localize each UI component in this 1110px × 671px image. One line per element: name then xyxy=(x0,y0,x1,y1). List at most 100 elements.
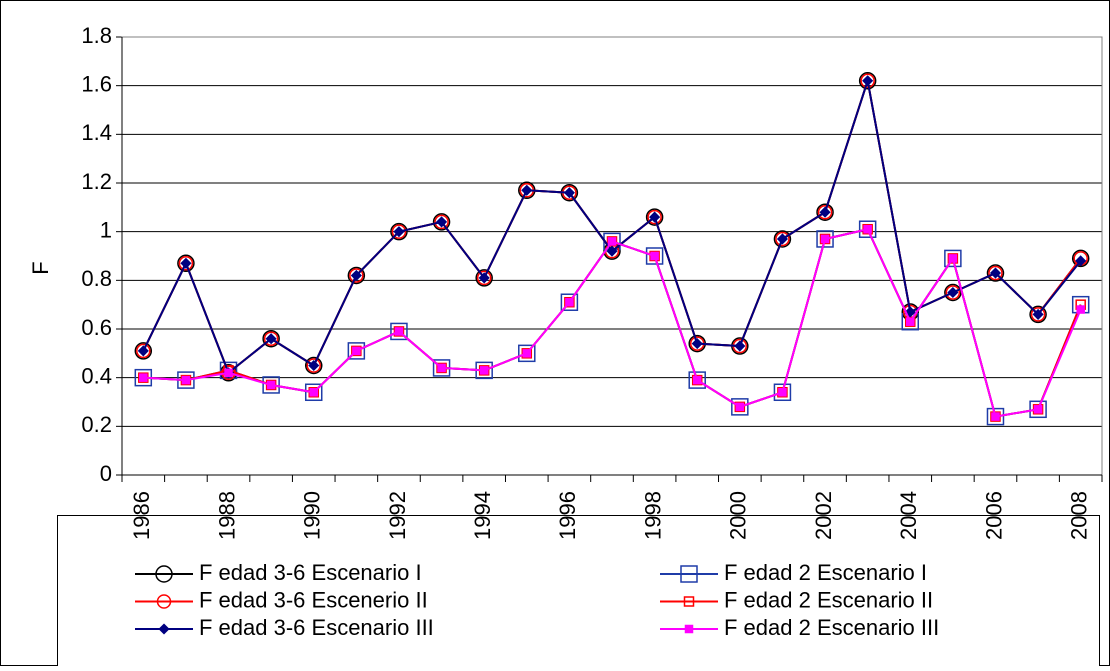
data-point xyxy=(304,356,323,375)
legend-marker xyxy=(683,596,695,607)
data-point xyxy=(947,286,959,299)
data-point xyxy=(735,402,745,412)
x-tick-label: 2006 xyxy=(981,491,1006,540)
data-point xyxy=(265,333,277,345)
data-point xyxy=(606,245,618,257)
data-point xyxy=(1029,400,1047,419)
data-point xyxy=(432,213,451,231)
data-point xyxy=(1071,249,1090,268)
data-point xyxy=(393,326,405,337)
data-point xyxy=(393,226,405,238)
data-point xyxy=(137,345,149,357)
legend-label: F edad 2 Escenario I xyxy=(724,560,927,585)
data-point xyxy=(647,209,662,225)
data-point xyxy=(349,268,364,283)
y-tick-label: 1.8 xyxy=(81,23,112,48)
data-point xyxy=(731,398,749,416)
data-point xyxy=(1033,405,1043,414)
data-point xyxy=(691,374,703,386)
x-tick-label: 1998 xyxy=(640,491,665,540)
data-point xyxy=(306,358,321,373)
data-point xyxy=(391,224,407,239)
x-tick-label: 1994 xyxy=(470,491,495,540)
data-point xyxy=(607,237,617,246)
data-point xyxy=(224,368,233,378)
data-point xyxy=(564,296,575,308)
legend-label: F edad 3-6 Escenario I xyxy=(199,560,422,585)
data-point xyxy=(262,376,280,394)
data-point xyxy=(304,383,323,402)
data-point xyxy=(819,233,831,245)
data-point xyxy=(988,265,1003,281)
data-point xyxy=(904,306,916,318)
x-tick-label: 2000 xyxy=(726,491,751,540)
x-tick-label: 1990 xyxy=(300,491,325,540)
data-point xyxy=(565,297,574,307)
data-point xyxy=(479,366,489,375)
data-point xyxy=(986,264,1005,282)
data-point xyxy=(986,407,1005,426)
legend-marker xyxy=(158,623,170,635)
data-point xyxy=(308,359,320,372)
data-point xyxy=(944,283,962,302)
y-tick-label: 1.6 xyxy=(81,71,112,96)
data-point xyxy=(862,75,874,87)
data-point xyxy=(1030,307,1046,322)
data-point xyxy=(352,346,361,356)
data-point xyxy=(178,256,194,271)
legend-label: F edad 3-6 Escenario III xyxy=(199,615,434,640)
x-tick-label: 1992 xyxy=(385,491,410,540)
data-point xyxy=(351,345,362,357)
data-point xyxy=(266,380,276,390)
legend-marker xyxy=(156,594,172,609)
data-point xyxy=(521,348,533,359)
data-point xyxy=(134,342,153,360)
data-point xyxy=(945,285,961,300)
data-point xyxy=(776,233,788,245)
data-point xyxy=(948,254,958,263)
y-tick-label: 0.8 xyxy=(81,266,112,291)
data-point xyxy=(522,349,532,358)
data-point xyxy=(219,361,238,380)
data-point xyxy=(691,338,703,350)
data-point xyxy=(692,375,702,385)
y-tick-label: 1.2 xyxy=(81,169,112,194)
data-point xyxy=(560,293,579,311)
data-point xyxy=(436,216,448,228)
y-tick-label: 0.4 xyxy=(81,363,112,388)
data-point xyxy=(521,184,533,196)
data-point xyxy=(645,208,664,226)
y-axis-label: F xyxy=(28,261,53,274)
data-point xyxy=(434,214,449,230)
data-point xyxy=(1075,255,1087,267)
y-tick-label: 0 xyxy=(100,461,112,486)
data-point xyxy=(778,388,787,397)
data-point xyxy=(476,270,492,286)
x-tick-label: 1988 xyxy=(214,491,239,540)
data-point xyxy=(734,340,746,352)
data-point xyxy=(862,223,873,235)
data-point xyxy=(475,269,493,287)
data-point xyxy=(1032,308,1044,320)
data-point xyxy=(734,401,746,413)
data-point xyxy=(688,371,706,389)
data-point xyxy=(180,257,192,269)
data-point xyxy=(820,234,830,244)
data-point xyxy=(863,224,872,234)
data-point xyxy=(1076,305,1085,314)
y-tick-label: 0.2 xyxy=(81,412,112,437)
x-tick-label: 1996 xyxy=(555,491,580,540)
data-point xyxy=(350,269,362,282)
data-point xyxy=(136,343,151,359)
data-point xyxy=(817,204,833,220)
data-point xyxy=(1029,305,1047,324)
data-point xyxy=(991,412,1000,421)
x-tick-label: 2004 xyxy=(896,491,921,540)
data-point xyxy=(347,342,366,360)
data-point xyxy=(181,375,191,385)
data-point xyxy=(775,231,790,247)
x-tick-label: 2008 xyxy=(1067,491,1092,540)
data-point xyxy=(177,254,195,273)
data-point xyxy=(858,72,877,90)
data-point xyxy=(944,249,962,268)
